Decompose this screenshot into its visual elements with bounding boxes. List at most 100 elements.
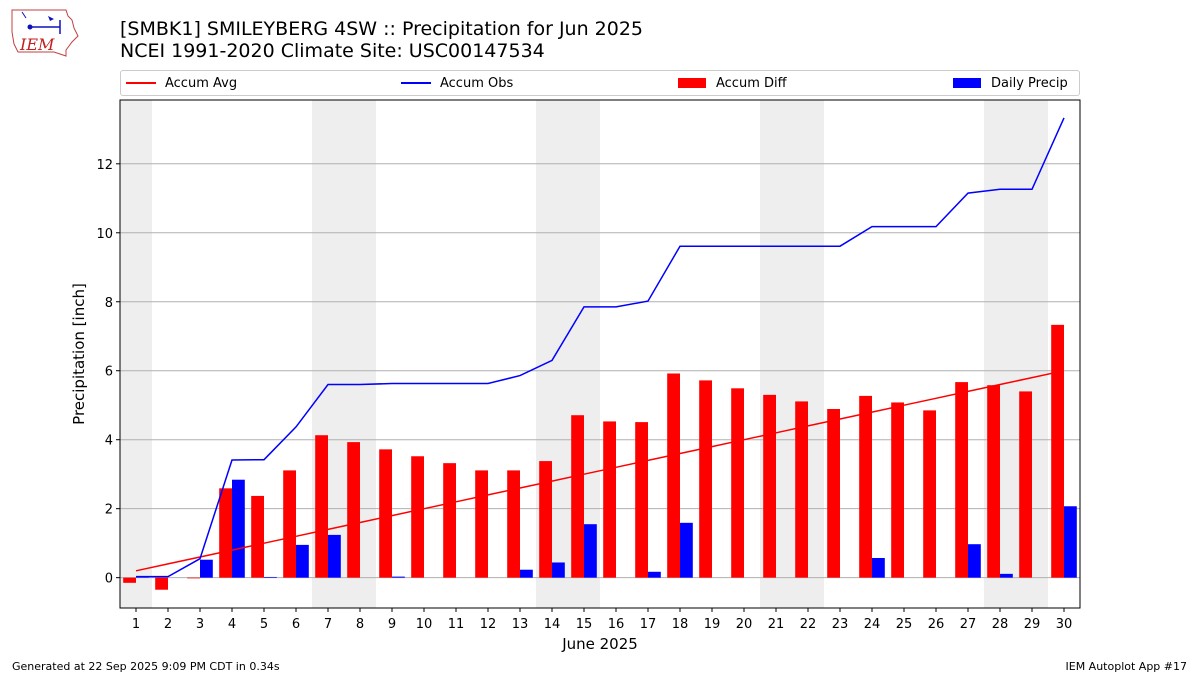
x-tick-label: 11 xyxy=(448,617,465,632)
daily-precip-bar xyxy=(520,569,533,578)
accum-diff-bar xyxy=(923,410,936,578)
accum-diff-bar xyxy=(123,577,136,583)
accum-diff-bar xyxy=(667,373,680,578)
x-tick-label: 30 xyxy=(1056,617,1073,632)
y-tick-label: 6 xyxy=(105,365,113,380)
accum-diff-bar xyxy=(443,463,456,578)
bars xyxy=(123,324,1077,590)
legend-label-daily-precip: Daily Precip xyxy=(991,75,1068,91)
chart-subtitle: NCEI 1991-2020 Climate Site: USC00147534 xyxy=(120,40,545,62)
x-tick-label: 4 xyxy=(228,617,236,632)
accum-diff-bar xyxy=(411,456,424,578)
daily-precip-bar xyxy=(296,544,309,578)
legend-swatch-accum-avg xyxy=(126,82,156,84)
daily-precip-bar xyxy=(872,557,885,578)
y-tick-label: 2 xyxy=(105,503,113,518)
x-tick-label: 29 xyxy=(1024,617,1041,632)
y-tick-label: 10 xyxy=(96,227,113,242)
accum-diff-bar xyxy=(1019,391,1032,578)
daily-precip-bar xyxy=(648,571,661,578)
legend-swatch-daily-precip xyxy=(953,78,981,88)
logo-text: IEM xyxy=(19,35,55,54)
accum-diff-bar xyxy=(283,470,296,578)
x-tick-label: 23 xyxy=(832,617,849,632)
daily-precip-bar xyxy=(680,522,693,578)
accum-diff-bar xyxy=(251,495,264,578)
y-tick-label: 12 xyxy=(96,158,113,173)
x-tick-label: 6 xyxy=(292,617,300,632)
accum-diff-bar xyxy=(891,402,904,578)
daily-precip-bar xyxy=(552,562,565,578)
x-tick-label: 3 xyxy=(196,617,204,632)
y-tick-label: 8 xyxy=(105,296,113,311)
accum-diff-bar xyxy=(827,409,840,578)
accum-diff-bar xyxy=(635,422,648,578)
daily-precip-bar xyxy=(200,559,213,578)
accum-diff-bar xyxy=(731,388,744,578)
x-tick-label: 17 xyxy=(640,617,657,632)
x-tick-label: 16 xyxy=(608,617,625,632)
daily-precip-bar xyxy=(392,576,405,578)
daily-precip-bar xyxy=(328,534,341,578)
accum-diff-bar xyxy=(987,385,1000,578)
legend-item-accum-diff: Accum Diff xyxy=(678,71,787,95)
x-tick-label: 24 xyxy=(864,617,881,632)
accum-obs-line xyxy=(136,117,1065,578)
daily-precip-bar xyxy=(584,524,597,578)
accum-diff-bar xyxy=(795,401,808,578)
x-tick-label: 5 xyxy=(260,617,268,632)
daily-precip-bar xyxy=(1064,506,1077,578)
accum-diff-bar xyxy=(475,470,488,578)
x-tick-label: 26 xyxy=(928,617,945,632)
chart-title: [SMBK1] SMILEYBERG 4SW :: Precipitation … xyxy=(120,18,644,40)
accum-diff-bar xyxy=(699,380,712,578)
x-tick-label: 25 xyxy=(896,617,913,632)
accum-diff-bar xyxy=(379,449,392,578)
accum-diff-bar xyxy=(603,421,616,578)
legend-item-accum-obs: Accum Obs xyxy=(401,71,513,95)
legend-swatch-accum-diff xyxy=(678,78,706,88)
footer-generated: Generated at 22 Sep 2025 9:09 PM CDT in … xyxy=(12,660,280,673)
y-axis-label: Precipitation [inch] xyxy=(70,283,88,425)
x-tick-label: 27 xyxy=(960,617,977,632)
legend-label-accum-obs: Accum Obs xyxy=(440,75,514,91)
x-tick-label: 12 xyxy=(480,617,497,632)
x-tick-label: 7 xyxy=(324,617,332,632)
accum-diff-bar xyxy=(859,395,872,578)
daily-precip-bar xyxy=(1000,573,1013,578)
legend-label-accum-avg: Accum Avg xyxy=(165,75,238,91)
accum-diff-bar xyxy=(763,394,776,578)
x-tick-label: 18 xyxy=(672,617,689,632)
daily-precip-bar xyxy=(968,544,981,578)
accum-diff-bar xyxy=(315,435,328,578)
x-tick-label: 21 xyxy=(768,617,785,632)
x-tick-label: 10 xyxy=(416,617,433,632)
accum-diff-bar xyxy=(539,461,552,578)
x-tick-label: 28 xyxy=(992,617,1009,632)
legend-item-accum-avg: Accum Avg xyxy=(126,71,237,95)
accum-diff-bar xyxy=(507,470,520,578)
x-tick-label: 8 xyxy=(356,617,364,632)
legend-swatch-accum-obs xyxy=(401,82,431,84)
x-axis-label: June 2025 xyxy=(561,635,638,653)
lines xyxy=(135,117,1065,578)
y-tick-label: 4 xyxy=(105,434,113,449)
x-tick-label: 1 xyxy=(132,617,140,632)
accum-diff-bar xyxy=(155,577,168,590)
x-tick-label: 19 xyxy=(704,617,721,632)
x-tick-label: 20 xyxy=(736,617,753,632)
accum-avg-line xyxy=(135,369,1065,572)
daily-precip-bar xyxy=(232,479,245,578)
daily-precip-bar xyxy=(264,576,277,578)
accum-diff-bar xyxy=(187,577,200,579)
gridlines xyxy=(120,163,1080,579)
accum-diff-bar xyxy=(1051,324,1064,578)
weekend-band xyxy=(120,100,152,608)
x-tick-label: 22 xyxy=(800,617,817,632)
x-tick-label: 2 xyxy=(164,617,172,632)
accum-diff-bar xyxy=(219,488,232,578)
iem-logo: IEM xyxy=(11,9,79,57)
x-tick-label: 15 xyxy=(576,617,593,632)
